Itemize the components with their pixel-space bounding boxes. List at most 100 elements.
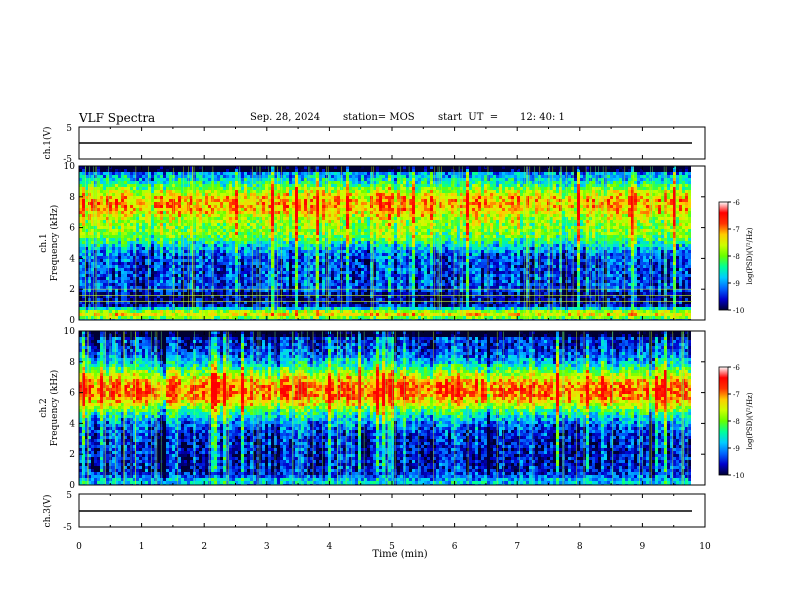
spectrogram-cell: [337, 295, 340, 298]
spectrogram-cell: [118, 250, 121, 253]
spectrogram-cell: [262, 193, 265, 196]
spectrogram-cell: [160, 166, 163, 169]
spectrogram-cell: [355, 193, 358, 196]
spectrogram-cell: [211, 229, 214, 232]
spectrogram-cell: [109, 280, 112, 283]
spectrogram-cell: [205, 265, 208, 268]
spectrogram-cell: [124, 301, 127, 304]
spectrogram-cell: [205, 274, 208, 277]
spectrogram-cell: [217, 238, 220, 241]
spectrogram-cell: [139, 220, 142, 223]
spectrogram-cell: [121, 271, 124, 274]
spectrogram-cell: [226, 214, 229, 217]
spectrogram-cell: [295, 250, 298, 253]
spectrogram-cell: [208, 256, 211, 259]
spectrogram-cell: [166, 187, 169, 190]
spectrogram-cell: [250, 280, 253, 283]
spectrogram-cell: [79, 181, 82, 184]
spectrogram-cell: [148, 184, 151, 187]
spectrogram-cell: [256, 175, 259, 178]
spectrogram-cell: [193, 238, 196, 241]
spectrogram-cell: [91, 205, 94, 208]
spectrogram-cell: [295, 229, 298, 232]
spectrogram-cell: [220, 169, 223, 172]
spectrogram-cell: [310, 199, 313, 202]
spectrogram-cell: [136, 298, 139, 301]
spectrogram-cell: [100, 235, 103, 238]
spectrogram-cell: [274, 265, 277, 268]
spectrogram-cell: [262, 280, 265, 283]
spectrogram-cell: [313, 307, 316, 310]
spectrogram-cell: [91, 274, 94, 277]
spectrogram-cell: [292, 289, 295, 292]
spectrogram-cell: [112, 172, 115, 175]
spectrogram-cell: [364, 169, 367, 172]
spectrogram-cell: [115, 298, 118, 301]
spectrogram-cell: [202, 169, 205, 172]
spectrogram-cell: [82, 172, 85, 175]
spectrogram-cell: [103, 307, 106, 310]
spectrogram-cell: [313, 268, 316, 271]
spectrogram-cell: [271, 187, 274, 190]
spectrogram-cell: [286, 175, 289, 178]
spectrogram-cell: [229, 217, 232, 220]
spectrogram-cell: [283, 229, 286, 232]
spectrogram-cell: [292, 262, 295, 265]
spectrogram-cell: [295, 172, 298, 175]
spectrogram-cell: [220, 268, 223, 271]
spectrogram-cell: [163, 316, 166, 319]
spectrogram-cell: [256, 262, 259, 265]
spectrogram-cell: [226, 181, 229, 184]
spectrogram-cell: [232, 235, 235, 238]
spectrogram-cell: [91, 250, 94, 253]
spectrogram-cell: [313, 280, 316, 283]
spectrogram-cell: [106, 190, 109, 193]
spectrogram-cell: [91, 313, 94, 316]
spectrogram-cell: [184, 310, 187, 313]
spectrogram-cell: [202, 289, 205, 292]
spectrogram-cell: [250, 268, 253, 271]
spectrogram-cell: [214, 265, 217, 268]
spectrogram-cell: [232, 268, 235, 271]
spectrogram-cell: [301, 223, 304, 226]
spectrogram-cell: [328, 178, 331, 181]
spectrogram-cell: [133, 226, 136, 229]
spectrogram-cell: [271, 259, 274, 262]
spectrogram-cell: [265, 223, 268, 226]
spectrogram-cell: [115, 199, 118, 202]
spectrogram-cell: [211, 316, 214, 319]
spectrogram-cell: [349, 277, 352, 280]
spectrogram-cell: [265, 208, 268, 211]
spectrogram-cell: [343, 265, 346, 268]
spectrogram-cell: [346, 238, 349, 241]
spectrogram-cell: [193, 226, 196, 229]
spectrogram-cell: [358, 187, 361, 190]
spectrogram-cell: [271, 211, 274, 214]
spectrogram-cell: [220, 256, 223, 259]
spectrogram-cell: [112, 202, 115, 205]
spectrogram-cell: [91, 217, 94, 220]
spectrogram-cell: [85, 217, 88, 220]
spectrogram-cell: [289, 199, 292, 202]
spectrogram-cell: [304, 190, 307, 193]
spectrogram-cell: [265, 247, 268, 250]
spectrogram-cell: [106, 229, 109, 232]
spectrogram-cell: [118, 232, 121, 235]
spectrogram-cell: [223, 211, 226, 214]
spectrogram-cell: [346, 316, 349, 319]
spectrogram-cell: [163, 187, 166, 190]
spectrogram-cell: [166, 316, 169, 319]
spectrogram-cell: [352, 238, 355, 241]
spectrogram-cell: [214, 226, 217, 229]
spectrogram-cell: [100, 271, 103, 274]
spectrogram-cell: [94, 190, 97, 193]
spectrogram-cell: [361, 301, 364, 304]
spectrogram-cell: [268, 256, 271, 259]
spectrogram-cell: [301, 310, 304, 313]
spectrogram-cell: [331, 277, 334, 280]
spectrogram-cell: [169, 193, 172, 196]
spectrogram-cell: [295, 178, 298, 181]
spectrogram-cell: [199, 289, 202, 292]
spectrogram-cell: [235, 193, 238, 196]
spectrogram-cell: [160, 187, 163, 190]
